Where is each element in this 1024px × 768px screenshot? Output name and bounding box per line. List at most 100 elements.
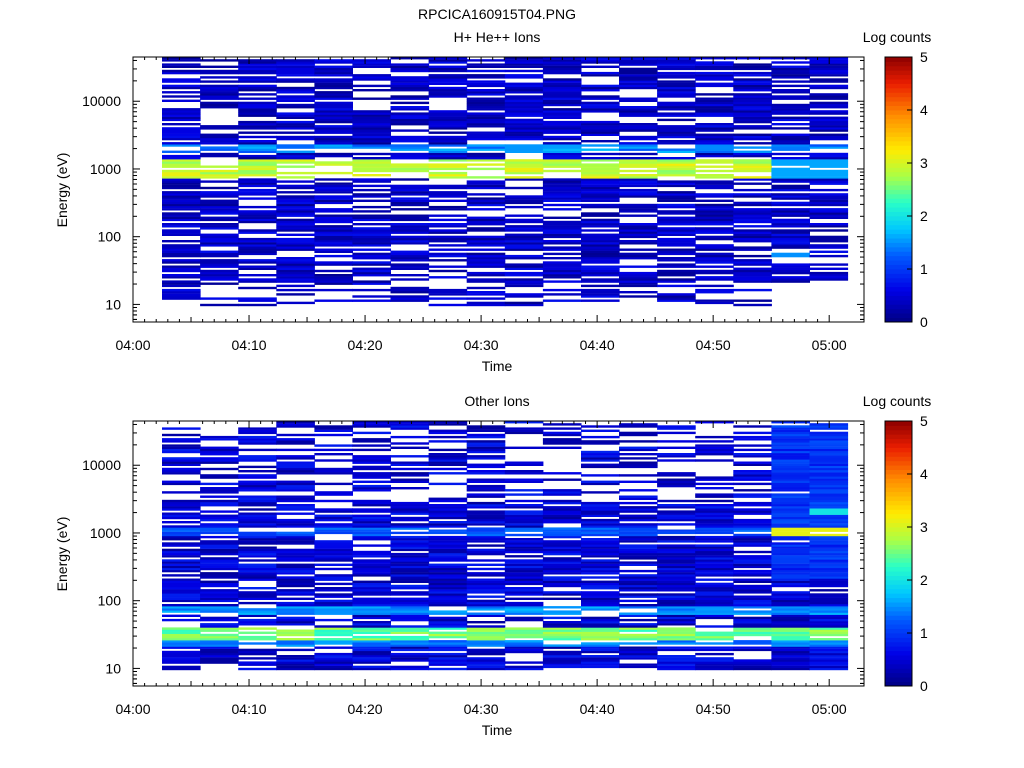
heatmap-cell [276, 552, 315, 556]
heatmap-cell [733, 482, 772, 486]
heatmap-cell [733, 218, 772, 222]
heatmap-cell [695, 516, 734, 520]
heatmap-cell [390, 254, 430, 258]
heatmap-cell [352, 665, 391, 669]
heatmap-cell [428, 523, 468, 526]
heatmap-cell [314, 93, 353, 96]
heatmap-cell [352, 474, 391, 477]
heatmap-cell [657, 578, 696, 581]
heatmap-cell [162, 57, 201, 60]
heatmap-cell [390, 618, 430, 622]
heatmap-cell [504, 129, 544, 132]
heatmap-cell [695, 421, 734, 424]
heatmap-cell [466, 242, 506, 245]
heatmap-cell [200, 435, 239, 439]
heatmap-cell [428, 244, 468, 247]
heatmap-cell [771, 644, 810, 647]
colorbar-tick-label: 2 [920, 208, 928, 224]
heatmap-cell [581, 103, 620, 107]
heatmap-cell [200, 205, 239, 209]
heatmap-cell [390, 208, 430, 211]
heatmap-cell [466, 470, 506, 473]
heatmap-cell [504, 146, 544, 149]
heatmap-cell [428, 82, 468, 85]
heatmap-cell [581, 159, 620, 162]
heatmap-cell [466, 448, 506, 452]
heatmap-cell [657, 293, 696, 296]
heatmap-cell [809, 501, 849, 505]
heatmap-cell [695, 616, 734, 620]
heatmap-cell [733, 474, 772, 477]
heatmap-cell [390, 193, 430, 196]
heatmap-cell [657, 297, 696, 300]
colorbar-swatch [885, 255, 912, 261]
heatmap-cell [504, 195, 544, 198]
heatmap-cell [695, 625, 734, 628]
heatmap-cell [504, 518, 544, 522]
heatmap-cell [314, 78, 353, 81]
colorbar-swatch [885, 474, 912, 479]
heatmap-cell [352, 248, 391, 251]
heatmap-cell [695, 112, 734, 115]
heatmap-cell [619, 587, 658, 590]
heatmap-cell [238, 431, 277, 435]
heatmap-cell [238, 459, 277, 462]
heatmap-cell [695, 476, 734, 479]
heatmap-cell [314, 493, 353, 496]
heatmap-cell [581, 597, 620, 600]
heatmap-cell [162, 240, 201, 243]
heatmap-cell [428, 531, 468, 535]
heatmap-cell [504, 84, 544, 88]
heatmap-cell [162, 131, 201, 134]
heatmap-cell [542, 580, 582, 583]
heatmap-cell [695, 165, 734, 168]
heatmap-cell [200, 235, 239, 239]
heatmap-cell [695, 574, 734, 577]
heatmap-cell [771, 476, 810, 479]
heatmap-cell [581, 184, 620, 188]
heatmap-cell [809, 67, 849, 71]
heatmap-cell [657, 614, 696, 617]
heatmap-cell [504, 163, 544, 166]
heatmap-cell [428, 557, 468, 560]
heatmap-cell [390, 642, 430, 645]
heatmap-cell [390, 178, 430, 181]
heatmap-cell [352, 252, 391, 256]
heatmap-cell [581, 527, 620, 530]
heatmap-cell [466, 440, 506, 443]
heatmap-cell [238, 572, 277, 575]
heatmap-cell [200, 95, 239, 98]
heatmap-cell [657, 103, 696, 107]
heatmap-cell [542, 635, 582, 639]
heatmap-cell [542, 650, 582, 654]
heatmap-cell [466, 297, 506, 300]
heatmap-cell [504, 489, 544, 492]
heatmap-cell [276, 584, 315, 588]
heatmap-cell [352, 629, 391, 632]
heatmap-cell [619, 112, 658, 115]
heatmap-cell [657, 546, 696, 549]
heatmap-cell [733, 510, 772, 513]
heatmap-cell [581, 110, 620, 113]
heatmap-cell [466, 103, 506, 107]
heatmap-cell [238, 614, 277, 617]
heatmap-cell [162, 114, 201, 117]
heatmap-cell [657, 86, 696, 90]
heatmap-cell [504, 548, 544, 552]
heatmap-cell [504, 661, 544, 664]
heatmap-cell [314, 578, 353, 581]
heatmap-cell [542, 646, 582, 649]
heatmap-cell [581, 248, 620, 251]
colorbar-swatch [885, 70, 912, 76]
heatmap-cell [276, 576, 315, 579]
heatmap-cell [352, 254, 391, 258]
heatmap-cell [314, 161, 353, 164]
heatmap-cell [581, 274, 620, 277]
heatmap-cell [466, 663, 506, 666]
heatmap-cell [238, 591, 277, 594]
heatmap-cell [314, 627, 353, 630]
heatmap-cell [581, 197, 620, 200]
heatmap-cell [352, 616, 391, 620]
heatmap-cell [428, 123, 468, 126]
heatmap-cell [162, 205, 201, 209]
